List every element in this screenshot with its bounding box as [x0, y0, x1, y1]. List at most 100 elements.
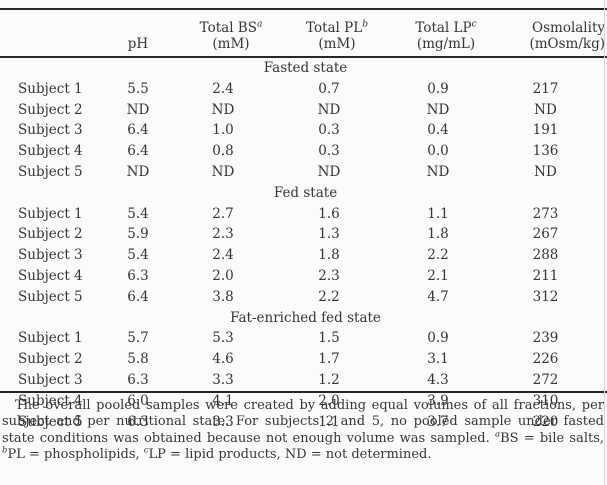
value-cell: 2.0 [212, 267, 234, 284]
value-cell: 4.6 [212, 351, 234, 368]
value-cell: 0.4 [427, 122, 449, 139]
value-cell: 1.5 [318, 330, 340, 347]
value-cell: 0.8 [212, 143, 234, 160]
value-cell: ND [211, 101, 235, 118]
column-title: Total LP [415, 20, 472, 36]
value-cell: 2.0 [318, 392, 340, 409]
value-cell: 2.4 [212, 80, 234, 97]
column-unit: (mM) [212, 35, 250, 52]
value-cell: 5.3 [212, 330, 234, 347]
value-cell: 239 [532, 330, 559, 347]
value-cell: 2.3 [212, 226, 234, 243]
subject-label: Subject 2 [18, 226, 83, 243]
table-row-fed-state-subject-4: Subject 4 6.3 2.0 2.3 2.1 211 [0, 266, 607, 287]
subject-label: Subject 1 [18, 330, 83, 347]
column-header-ph: pH [96, 10, 180, 56]
value-cell: 6.4 [127, 122, 149, 139]
value-cell: 5.4 [127, 247, 149, 264]
value-cell: ND [534, 101, 557, 118]
footnote-marker-c: c [143, 445, 149, 456]
table-row-fed-state-subject-3: Subject 3 5.4 2.4 1.8 2.2 288 [0, 245, 607, 266]
table-bottom-rule [0, 391, 607, 393]
table-row-fed-state-subject-5: Subject 5 6.4 3.8 2.2 4.7 312 [0, 287, 607, 308]
value-cell: 5.5 [127, 80, 149, 97]
value-cell: 2.2 [427, 247, 449, 264]
value-cell: 288 [532, 247, 559, 264]
footnote-marker-b: b [362, 19, 368, 30]
table-row-fasted-state-subject-1: Subject 1 5.5 2.4 0.7 0.9 217 [0, 79, 607, 100]
table-footnote: The overall pooled samples were created … [2, 398, 604, 463]
value-cell: ND [211, 163, 235, 180]
footnote-definition-bs: BS = bile salts, [500, 430, 605, 446]
table-row-fasted-state-subject-3: Subject 3 6.4 1.0 0.3 0.4 191 [0, 120, 607, 141]
table-row-fat-enriched-fed-state-subject-3: Subject 3 6.3 3.3 1.2 4.3 272 [0, 370, 607, 391]
value-cell: 1.7 [318, 351, 340, 368]
value-cell: 5.9 [127, 226, 149, 243]
value-cell: 1.8 [427, 226, 449, 243]
table-header-row: pH Total BSa (mM) Total PLb (mM) Total L… [0, 10, 607, 56]
value-cell: 5.8 [127, 351, 149, 368]
value-cell: ND [317, 163, 341, 180]
value-cell: ND [426, 101, 450, 118]
subject-label: Subject 3 [18, 247, 83, 264]
value-cell: 1.1 [427, 205, 449, 222]
footnote-marker-a: a [494, 429, 501, 440]
value-cell: 6.4 [127, 143, 149, 160]
value-cell: 4.3 [427, 371, 449, 388]
table-top-rule [0, 8, 607, 10]
value-cell: 2.4 [212, 247, 234, 264]
footnote-definition-pl: PL = phospholipids, [7, 446, 144, 462]
value-cell: 191 [532, 122, 559, 139]
value-cell: 3.7 [427, 413, 449, 430]
value-cell: ND [534, 163, 557, 180]
column-title: Total BS [199, 20, 257, 36]
column-title: Osmolality [532, 20, 605, 36]
footnote-marker-c: c [471, 19, 477, 30]
column-header-empty [0, 10, 96, 56]
value-cell: 0.3 [318, 143, 340, 160]
section-label: Fed state [273, 184, 338, 201]
table-body: Fasted state Subject 1 5.5 2.4 0.7 0.9 217 Subj… [0, 58, 607, 432]
value-cell: 6.3 [127, 267, 149, 284]
column-unit: (mM) [318, 35, 356, 52]
subject-label: Subject 2 [18, 101, 83, 118]
footnote-marker-b: b [2, 445, 8, 456]
value-cell: 3.1 [427, 351, 449, 368]
value-cell: 1.3 [318, 226, 340, 243]
value-cell: ND [126, 163, 150, 180]
value-cell: 6.3 [127, 371, 149, 388]
value-cell: 312 [532, 288, 559, 305]
value-cell: 3.3 [212, 371, 234, 388]
value-cell: ND [317, 101, 341, 118]
table-row-fasted-state-subject-5: Subject 5 ND ND ND ND ND [0, 162, 607, 183]
section-row-fasted-state: Fasted state [0, 58, 607, 79]
value-cell: 4.1 [212, 392, 234, 409]
subject-label: Subject 1 [18, 205, 83, 222]
value-cell: ND [126, 101, 150, 118]
value-cell: 211 [532, 267, 559, 284]
table-row-fat-enriched-fed-state-subject-2: Subject 2 5.8 4.6 1.7 3.1 226 [0, 349, 607, 370]
subject-label: Subject 2 [18, 351, 83, 368]
value-cell: 267 [532, 226, 559, 243]
value-cell: 5.7 [127, 330, 149, 347]
footnote-definition-lp: LP = lipid products, ND = not determined… [148, 446, 432, 462]
value-cell: 226 [532, 351, 559, 368]
value-cell: 217 [532, 80, 559, 97]
value-cell: 0.7 [318, 80, 340, 97]
subject-label: Subject 5 [18, 288, 83, 305]
value-cell: 1.2 [318, 371, 340, 388]
column-header-total-lp: Total LPc (mg/mL) [392, 10, 484, 56]
value-cell: 3.9 [427, 392, 449, 409]
value-cell: 2.3 [318, 267, 340, 284]
table-row-fed-state-subject-2: Subject 2 5.9 2.3 1.3 1.8 267 [0, 224, 607, 245]
table-header-rule [0, 56, 607, 58]
value-cell: 272 [532, 371, 559, 388]
scan-edge-artifact [604, 0, 605, 485]
value-cell: 0.9 [427, 330, 449, 347]
value-cell: 6.0 [127, 392, 149, 409]
table-row-fasted-state-subject-2: Subject 2 ND ND ND ND ND [0, 100, 607, 121]
value-cell: 1.8 [318, 247, 340, 264]
section-label: Fasted state [263, 60, 348, 76]
table-row-fed-state-subject-1: Subject 1 5.4 2.7 1.6 1.1 273 [0, 204, 607, 225]
value-cell: 6.4 [127, 288, 149, 305]
